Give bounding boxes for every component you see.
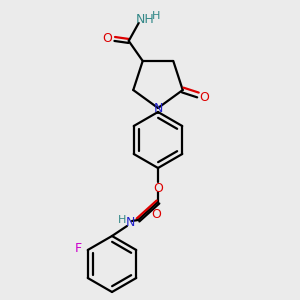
Text: H: H: [152, 11, 160, 21]
Text: O: O: [200, 91, 209, 103]
Text: O: O: [102, 32, 112, 46]
Text: N: N: [125, 215, 135, 229]
Text: O: O: [151, 208, 161, 221]
Text: F: F: [75, 242, 82, 254]
Text: N: N: [153, 101, 163, 115]
Text: O: O: [153, 182, 163, 194]
Text: H: H: [118, 215, 126, 225]
Text: NH: NH: [135, 14, 154, 26]
